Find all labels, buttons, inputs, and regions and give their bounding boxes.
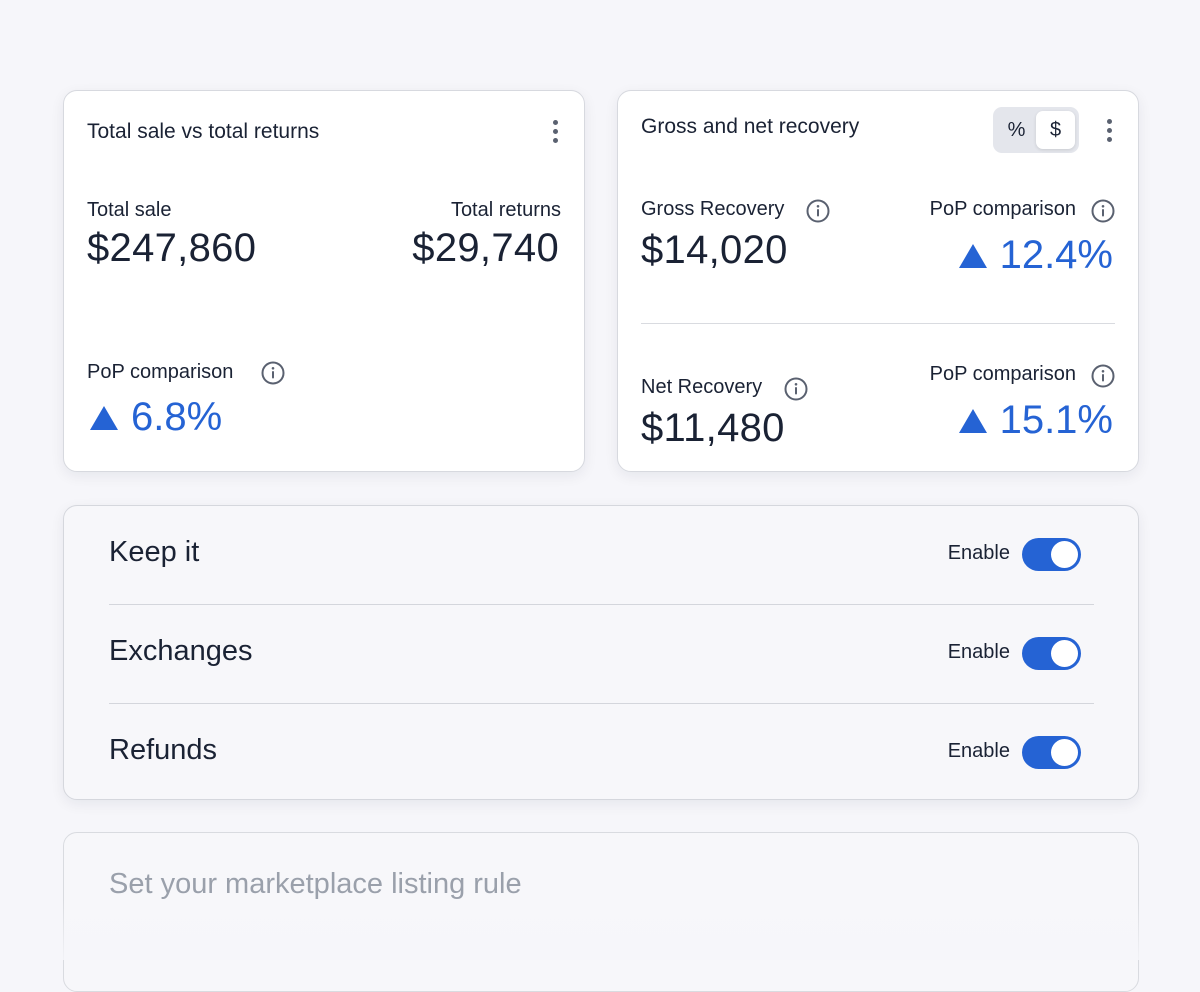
gross-recovery-value: $14,020 (641, 228, 788, 272)
row-divider (109, 604, 1094, 605)
net-recovery-value: $11,480 (641, 406, 785, 450)
net-recovery-label: Net Recovery (641, 376, 763, 398)
section-divider (641, 323, 1115, 324)
return-options-card: Keep it Enable Exchanges Enable Refunds … (63, 505, 1139, 800)
row-divider (109, 703, 1094, 704)
total-sale-label: Total sale (87, 199, 172, 221)
info-icon[interactable] (784, 377, 808, 401)
gross-pop-label: PoP comparison (929, 198, 1076, 220)
enable-label: Enable (947, 542, 1010, 564)
info-icon[interactable] (806, 199, 830, 223)
triangle-up-icon (958, 243, 987, 268)
refunds-label: Refunds (109, 734, 218, 766)
marketplace-listing-rule-card[interactable]: Set your marketplace listing rule (63, 832, 1139, 992)
pop-comparison-value: 6.8% (89, 395, 222, 440)
total-sale-vs-returns-card: Total sale vs total returns Total sale $… (63, 90, 585, 472)
percent-option[interactable]: % (1007, 118, 1026, 141)
total-returns-label: Total returns (450, 199, 561, 221)
triangle-up-icon (90, 405, 118, 430)
gross-net-recovery-card: Gross and net recovery % $ Gross Recover… (617, 90, 1139, 472)
kebab-menu-icon[interactable] (1097, 114, 1121, 146)
exchanges-toggle-switch[interactable] (1022, 637, 1081, 670)
net-pop-percent: 15.1% (999, 398, 1113, 442)
total-sale-value: $247,860 (87, 226, 257, 270)
toggle-row-refunds: Refunds Enable (109, 704, 1094, 803)
info-icon[interactable] (1091, 199, 1115, 223)
keep-it-toggle-switch[interactable] (1022, 538, 1081, 571)
info-icon[interactable] (1091, 364, 1115, 388)
card-title: Gross and net recovery (641, 115, 860, 138)
triangle-up-icon (958, 408, 987, 433)
info-icon[interactable] (261, 361, 285, 385)
marketplace-listing-rule-label: Set your marketplace listing rule (109, 868, 522, 900)
percent-dollar-toggle[interactable]: % $ (993, 107, 1079, 153)
gross-recovery-label: Gross Recovery (641, 198, 785, 220)
refunds-toggle-switch[interactable] (1022, 736, 1081, 769)
kebab-menu-icon[interactable] (543, 115, 567, 147)
net-pop-label: PoP comparison (929, 363, 1076, 385)
toggle-row-exchanges: Exchanges Enable (109, 605, 1094, 704)
exchanges-label: Exchanges (109, 635, 253, 667)
net-pop-value: 15.1% (958, 398, 1113, 443)
enable-label: Enable (947, 740, 1010, 762)
dollar-option[interactable]: $ (1036, 111, 1075, 149)
gross-pop-value: 12.4% (958, 233, 1113, 278)
card-title: Total sale vs total returns (87, 120, 320, 143)
total-returns-value: $29,740 (412, 226, 559, 270)
pop-comparison-label: PoP comparison (87, 361, 234, 383)
enable-label: Enable (947, 641, 1010, 663)
gross-pop-percent: 12.4% (999, 233, 1113, 277)
toggle-row-keep-it: Keep it Enable (109, 506, 1094, 605)
keep-it-label: Keep it (109, 536, 200, 568)
pop-comparison-percent: 6.8% (131, 395, 223, 439)
